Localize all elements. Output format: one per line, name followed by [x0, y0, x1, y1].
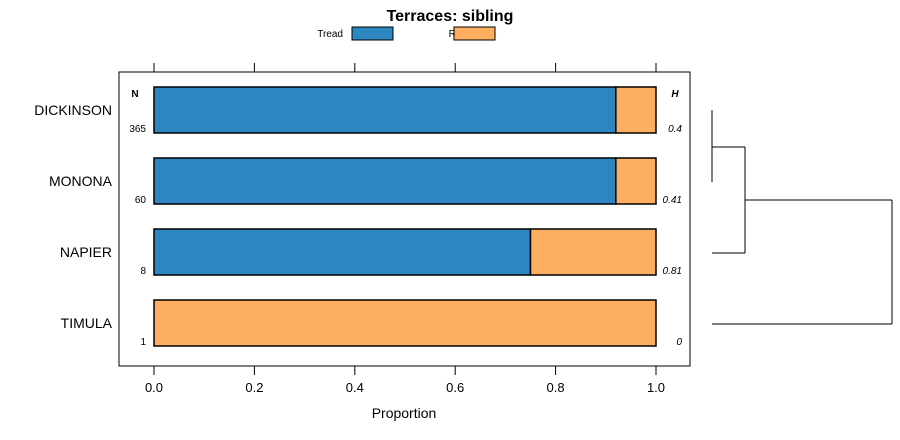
h-value: 0.41 [663, 195, 682, 206]
x-axis-title: Proportion [372, 405, 437, 421]
category-label: DICKINSON [34, 102, 112, 118]
tick-label: 0.6 [446, 380, 464, 395]
tick-label: 0.4 [346, 380, 364, 395]
bar-group [153, 228, 657, 276]
category-labels: DICKINSON MONONA NAPIER TIMULA [34, 102, 112, 331]
legend-swatch [351, 26, 394, 41]
n-column: N 365 60 8 1 [129, 89, 146, 348]
h-column: H 0.4 0.41 0.81 0 [663, 89, 683, 348]
bar-riser [529, 228, 657, 276]
h-value: 0 [676, 337, 682, 348]
n-header: N [131, 89, 138, 100]
n-value: 365 [129, 124, 146, 135]
bar-group [153, 86, 657, 134]
legend-swatch [453, 26, 496, 41]
chart-title: Terraces: sibling [387, 8, 514, 25]
x-axis: 0.0 0.2 0.4 0.6 0.8 1.0 [145, 366, 665, 395]
bar-tread [153, 86, 617, 134]
bar-group [153, 157, 657, 205]
bar-groups [153, 86, 657, 347]
category-label: MONONA [49, 173, 113, 189]
legend: TreadRiser [317, 26, 496, 41]
bar-riser [615, 157, 657, 205]
h-value: 0.4 [668, 124, 682, 135]
h-value: 0.81 [663, 266, 682, 277]
n-value: 1 [140, 337, 146, 348]
category-label: NAPIER [60, 244, 112, 260]
tick-label: 0.8 [547, 380, 565, 395]
h-header: H [671, 89, 679, 100]
bar-tread [153, 157, 617, 205]
tick-label: 0.0 [145, 380, 163, 395]
tick-label: 1.0 [647, 380, 665, 395]
n-value: 8 [140, 266, 146, 277]
tick-label: 0.2 [245, 380, 263, 395]
bar-riser [153, 299, 657, 347]
bar-riser [615, 86, 657, 134]
dendrogram [711, 110, 893, 325]
n-value: 60 [135, 195, 147, 206]
legend-label: Tread [317, 29, 343, 40]
category-label: TIMULA [61, 315, 113, 331]
plot-frame [118, 71, 691, 367]
bar-group [153, 299, 657, 347]
bar-tread [153, 228, 532, 276]
top-axis-ticks [153, 63, 657, 72]
